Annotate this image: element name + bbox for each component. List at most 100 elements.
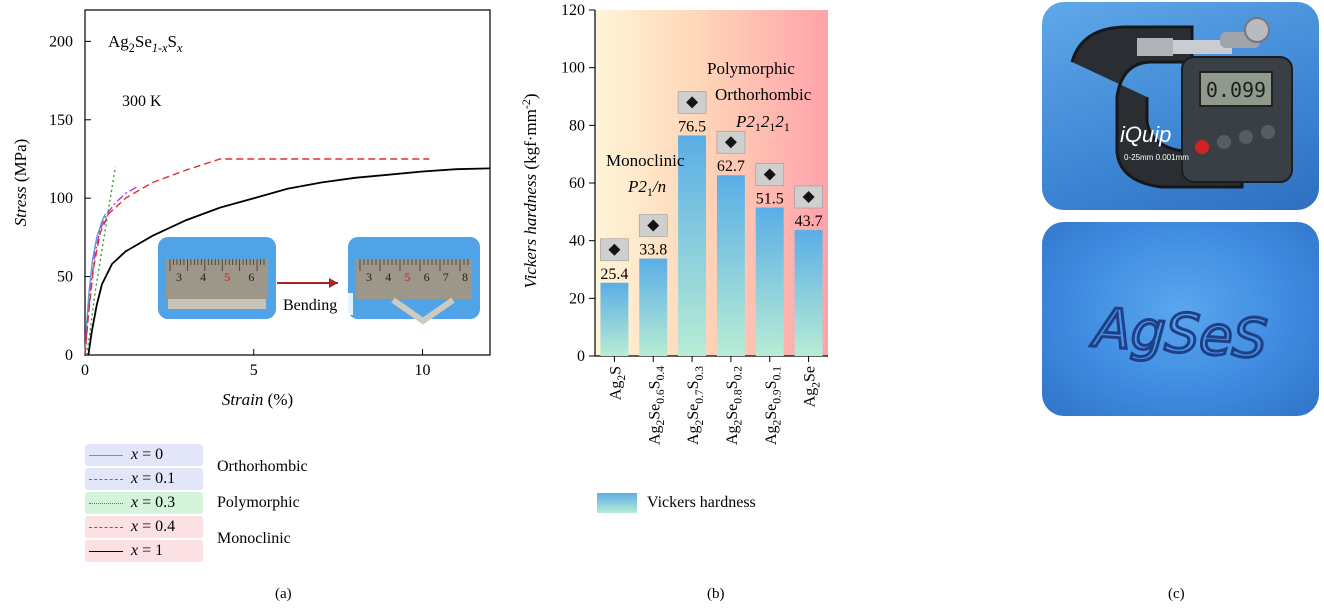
ruler-tick-label: 5 xyxy=(404,270,410,284)
legend-swatch xyxy=(89,550,123,552)
hardness-legend-swatch xyxy=(597,493,637,513)
monoclinic-label: Monoclinic xyxy=(606,151,685,170)
bar-value-label: 76.5 xyxy=(678,118,706,135)
ruler-tick-label: 6 xyxy=(424,270,430,284)
orthorhombic-label: Orthorhombic xyxy=(715,85,812,104)
category-label: Ag2Se0.9S0.1 xyxy=(763,366,784,445)
y-tick-label: 50 xyxy=(57,269,73,286)
legend-label: x = 0.1 xyxy=(131,470,176,487)
bar-value-label: 33.8 xyxy=(639,242,667,259)
legend-swatch xyxy=(89,454,123,456)
bar-value-label: 62.7 xyxy=(717,158,745,175)
legend-label: x = 1 xyxy=(131,542,164,559)
y-tick-label: 150 xyxy=(49,112,73,129)
legend-item: x = 1 xyxy=(85,540,203,562)
y-tick-label: 200 xyxy=(49,33,73,50)
indent-mark-icon xyxy=(647,219,660,232)
on-button-icon xyxy=(1195,140,1209,154)
ruler-tick-label: 3 xyxy=(366,270,372,284)
orthorhombic-group-label: P212121 xyxy=(735,112,790,134)
category-label: Ag2Se0.8S0.2 xyxy=(724,366,745,445)
arrow-icon xyxy=(329,278,338,288)
agses-letters-photo: AgSeS xyxy=(1042,222,1319,416)
category-label: Ag2S xyxy=(607,366,628,400)
bar-3 xyxy=(716,175,745,356)
hardness-legend: Vickers hardness xyxy=(597,492,756,514)
x-tick-label: 10 xyxy=(415,362,431,379)
bar-value-label: 43.7 xyxy=(795,213,823,230)
ruler-tick-label: 3 xyxy=(176,270,182,284)
series-line-1 xyxy=(84,184,140,356)
monoclinic-group-label: P21/n xyxy=(627,177,666,199)
panel-label-c: (c) xyxy=(1168,586,1185,602)
y-axis-label: Stress (MPa) xyxy=(11,139,30,227)
category-label: Ag2Se0.7S0.3 xyxy=(685,366,706,445)
y-tick-label: 60 xyxy=(569,175,585,192)
indent-mark-icon xyxy=(724,136,737,149)
legend-group-label: Monoclinic xyxy=(217,530,291,547)
micrometer-photo: 0.099 iQuip 0-25mm 0.001mm xyxy=(1042,2,1319,210)
indent-mark-icon xyxy=(608,243,621,256)
legend-item: x = 0.4 xyxy=(85,516,203,538)
legend-label: x = 0.3 xyxy=(131,494,176,511)
micrometer-illustration: 0.099 iQuip 0-25mm 0.001mm xyxy=(1070,17,1293,189)
series-line-0 xyxy=(84,213,106,356)
stress-strain-legend: x = 0 Orthorhombic x = 0.1 x = 0.3 Polymorph… xyxy=(75,444,375,570)
x-tick-label: 5 xyxy=(250,362,258,379)
agses-letters: AgSeS xyxy=(1088,294,1271,372)
flat-sample-photo: 3 4 5 6 xyxy=(158,237,276,319)
legend-swatch xyxy=(89,478,123,480)
bar-value-label: 25.4 xyxy=(600,266,628,283)
panel-label-a: (a) xyxy=(275,586,292,602)
indent-mark-icon xyxy=(763,168,776,181)
legend-group-label: Polymorphic xyxy=(217,494,300,511)
ruler-tick-label: 8 xyxy=(462,270,468,284)
category-label: Ag2Se xyxy=(802,366,823,407)
legend-label: x = 0 xyxy=(131,446,164,463)
y-tick-label: 100 xyxy=(561,60,585,77)
bending-label: Bending xyxy=(283,297,337,314)
y-axis-label: Vickers hardness (kgf·mm-2) xyxy=(519,93,540,288)
temperature-annotation: 300 K xyxy=(122,93,162,110)
plot-frame xyxy=(84,9,491,356)
agses-letters-text: AgSeS xyxy=(1089,296,1269,371)
micrometer-range: 0-25mm 0.001mm xyxy=(1124,153,1189,162)
hardness-legend-label: Vickers hardness xyxy=(647,494,756,511)
micrometer-brand: iQuip xyxy=(1120,122,1171,147)
series-line-2 xyxy=(86,166,117,356)
legend-group-label: Orthorhombic xyxy=(217,458,308,475)
plot-background xyxy=(595,10,828,356)
indent-mark-icon xyxy=(802,190,815,203)
category-label: Ag2Se0.6S0.4 xyxy=(646,366,667,445)
y-tick-label: 100 xyxy=(49,190,73,207)
ruler-tick-label: 7 xyxy=(443,270,449,284)
legend-item: x = 0 xyxy=(85,444,203,466)
legend-label: x = 0.4 xyxy=(131,518,176,535)
y-tick-label: 0 xyxy=(65,347,73,364)
bar-4 xyxy=(755,207,784,356)
x-tick-label: 0 xyxy=(81,362,89,379)
indent-mark-icon xyxy=(686,96,699,109)
bar-2 xyxy=(678,135,707,356)
legend-item: x = 0.1 xyxy=(85,468,203,490)
series-line-4 xyxy=(87,167,491,356)
formula-annotation: Ag2Se1-xSx xyxy=(108,32,183,55)
x-axis-label: Strain (%) xyxy=(222,390,293,409)
bar-5 xyxy=(794,229,823,356)
series-line-3 xyxy=(84,158,430,356)
y-tick-label: 0 xyxy=(577,348,585,365)
y-tick-label: 80 xyxy=(569,117,585,134)
panel-label-b: (b) xyxy=(707,586,725,602)
bar-0 xyxy=(600,282,629,356)
micrometer-reading: 0.099 xyxy=(1206,78,1266,102)
ruler-tick-label: 5 xyxy=(224,270,230,284)
legend-swatch xyxy=(89,502,123,504)
legend-swatch xyxy=(89,526,123,528)
y-tick-label: 40 xyxy=(569,233,585,250)
ruler-tick-label: 6 xyxy=(248,270,254,284)
vickers-hardness-chart: 0 20 40 60 80 100 120 Vickers hardness (kgf·mm-… xyxy=(519,2,828,445)
bar-value-label: 51.5 xyxy=(756,191,784,208)
bar-1 xyxy=(639,258,668,356)
